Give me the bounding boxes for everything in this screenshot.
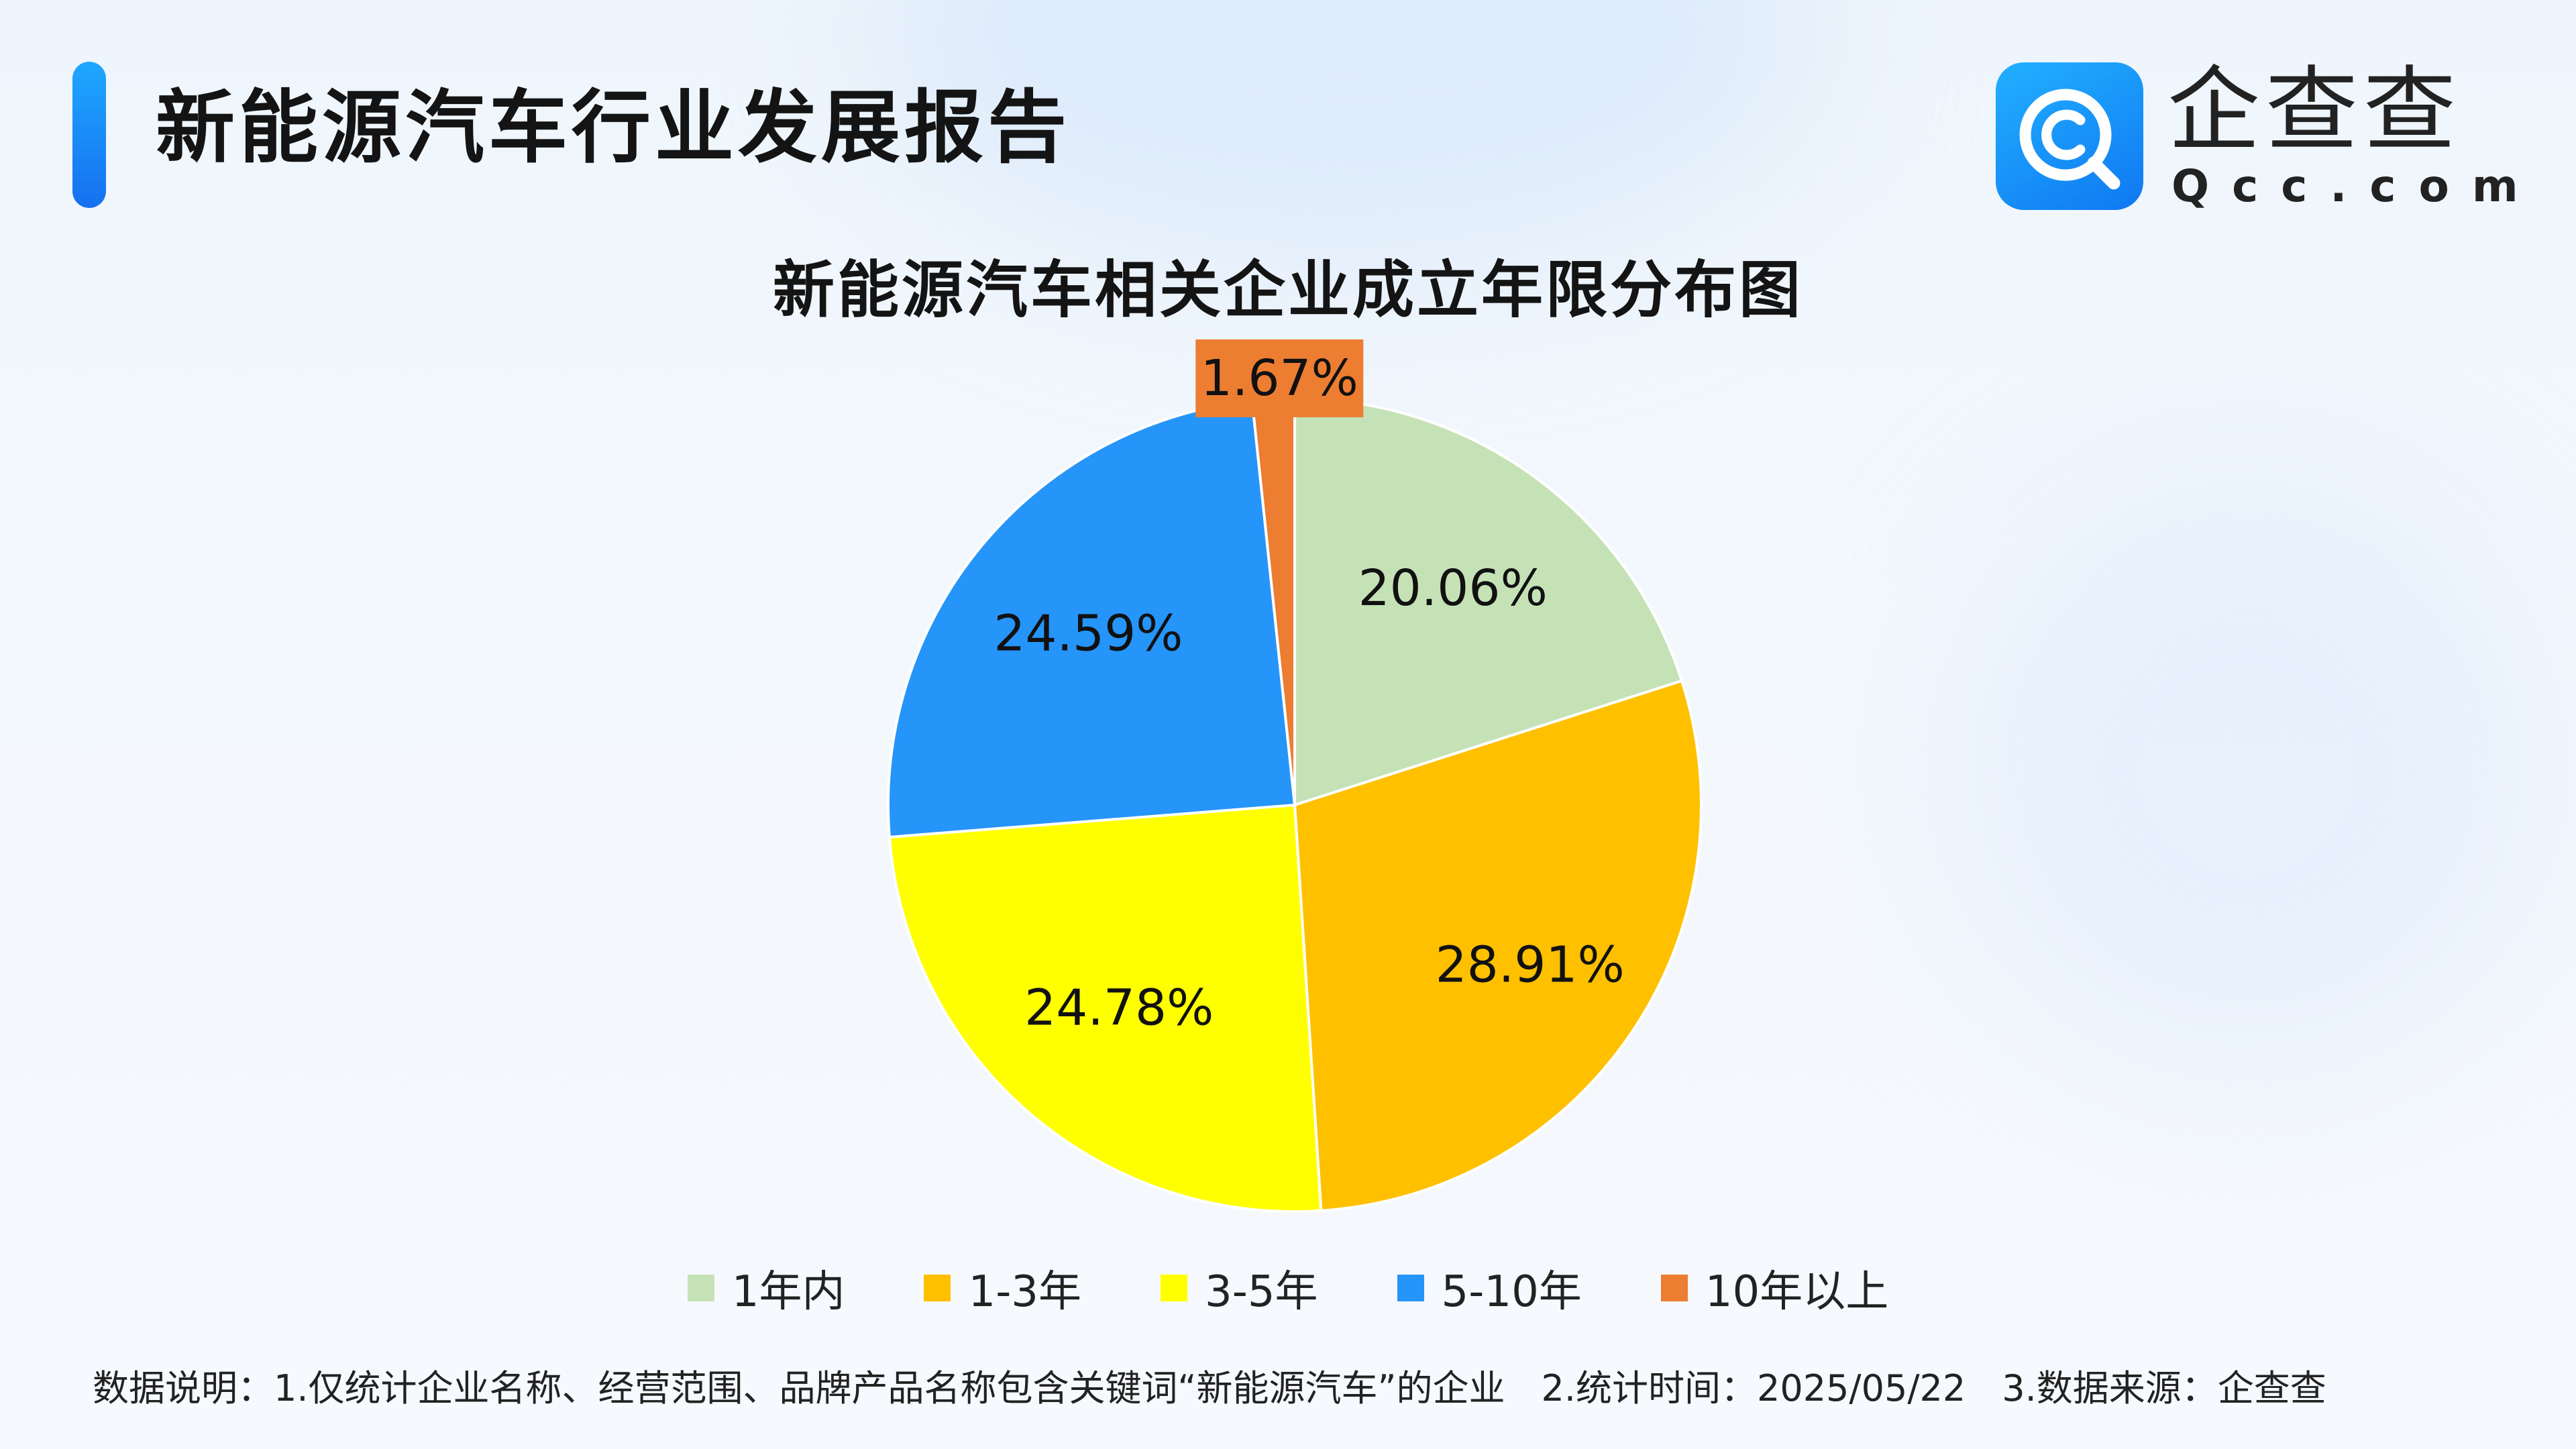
legend-label-4: 5-10年 bbox=[1441, 1267, 1582, 1317]
legend-item-4: 5-10年 bbox=[1397, 1257, 1582, 1319]
legend-label-2: 1-3年 bbox=[968, 1267, 1082, 1317]
legend-label-5: 10年以上 bbox=[1705, 1267, 1889, 1317]
legend-label-3: 3-5年 bbox=[1205, 1267, 1318, 1317]
legend-swatch-1 bbox=[687, 1275, 714, 1301]
page-title: 新能源汽车行业发展报告 bbox=[156, 81, 1071, 174]
pie-slice-2 bbox=[1293, 679, 1703, 1212]
pie-label-1: 20.06% bbox=[1358, 559, 1548, 617]
pie-slice-4 bbox=[887, 399, 1297, 839]
legend-swatch-2 bbox=[924, 1275, 951, 1301]
legend-item-5: 10年以上 bbox=[1660, 1257, 1889, 1319]
pie-label-5: 1.67% bbox=[1201, 350, 1358, 407]
footnote: 数据说明：1.仅统计企业名称、经营范围、品牌产品名称包含关键词“新能源汽车”的企… bbox=[93, 1367, 2326, 1409]
pie-label-box-5 bbox=[1195, 339, 1364, 417]
legend-item-1: 1年内 bbox=[687, 1257, 845, 1319]
legend-swatch-4 bbox=[1397, 1275, 1424, 1301]
legend-swatch-5 bbox=[1660, 1275, 1688, 1301]
qcc-logo-wordmark-cn: 企查查 bbox=[2167, 56, 2462, 164]
header-accent-bar bbox=[72, 62, 106, 208]
pie-slice-3 bbox=[888, 803, 1323, 1213]
legend-item-2: 1-3年 bbox=[924, 1257, 1081, 1319]
legend-swatch-3 bbox=[1161, 1275, 1188, 1301]
pie-label-3: 24.78% bbox=[1024, 979, 1214, 1036]
chart-legend: 1年内 1-3年 3-5年 5-10年 10年以上 bbox=[0, 1251, 2576, 1325]
legend-item-3: 3-5年 bbox=[1161, 1257, 1318, 1319]
legend-label-1: 1年内 bbox=[731, 1267, 845, 1317]
qcc-logo-wordmark-en: Qcc.com bbox=[2171, 160, 2541, 212]
chart-title: 新能源汽车相关企业成立年限分布图 bbox=[772, 254, 1803, 326]
qcc-logo-icon bbox=[1996, 62, 2143, 210]
pie-label-4: 24.59% bbox=[994, 604, 1183, 662]
pie-label-2: 28.91% bbox=[1436, 936, 1625, 994]
qcc-logo: 企查查 Qcc.com bbox=[1996, 56, 2518, 213]
